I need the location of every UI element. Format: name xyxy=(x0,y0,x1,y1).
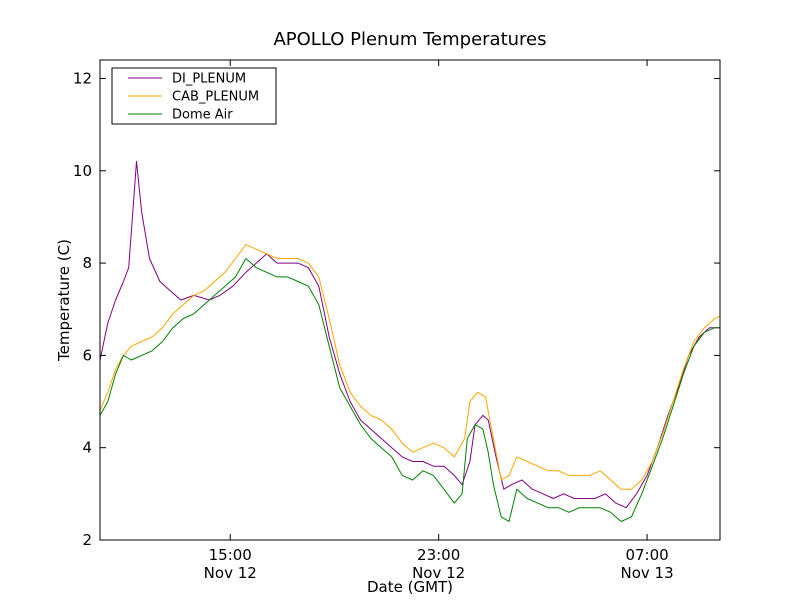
y-tick-label: 4 xyxy=(82,439,92,457)
legend: DI_PLENUM CAB_PLENUM Dome Air xyxy=(111,67,277,125)
x-tick-label-date: Nov 12 xyxy=(204,564,257,582)
x-tick-label-date: Nov 12 xyxy=(412,564,465,582)
series-line-di-plenum xyxy=(100,161,720,509)
x-axis-title: Date (GMT) xyxy=(367,578,453,596)
y-tick-label: 8 xyxy=(82,254,92,272)
legend-label-di-plenum: DI_PLENUM xyxy=(172,72,246,87)
y-tick-label: 12 xyxy=(73,69,92,87)
legend-label-cab-plenum: CAB_PLENUM xyxy=(172,90,259,105)
x-tick-label-time: 07:00 xyxy=(625,546,668,564)
y-tick-label: 10 xyxy=(73,162,92,180)
y-axis-title: Temperature (C) xyxy=(55,239,73,362)
x-tick-label-time: 23:00 xyxy=(417,546,460,564)
series-line-dome-air xyxy=(100,258,720,522)
y-tick-label: 2 xyxy=(82,531,92,549)
series-line-cab-plenum xyxy=(100,244,720,490)
plot-frame xyxy=(99,59,721,541)
chart-title: APOLLO Plenum Temperatures xyxy=(273,29,546,50)
y-tick-label: 6 xyxy=(82,346,92,364)
x-tick-label-date: Nov 13 xyxy=(620,564,673,582)
legend-label-dome-air: Dome Air xyxy=(172,108,233,123)
x-tick-label-time: 15:00 xyxy=(209,546,252,564)
series-layer xyxy=(100,161,720,522)
